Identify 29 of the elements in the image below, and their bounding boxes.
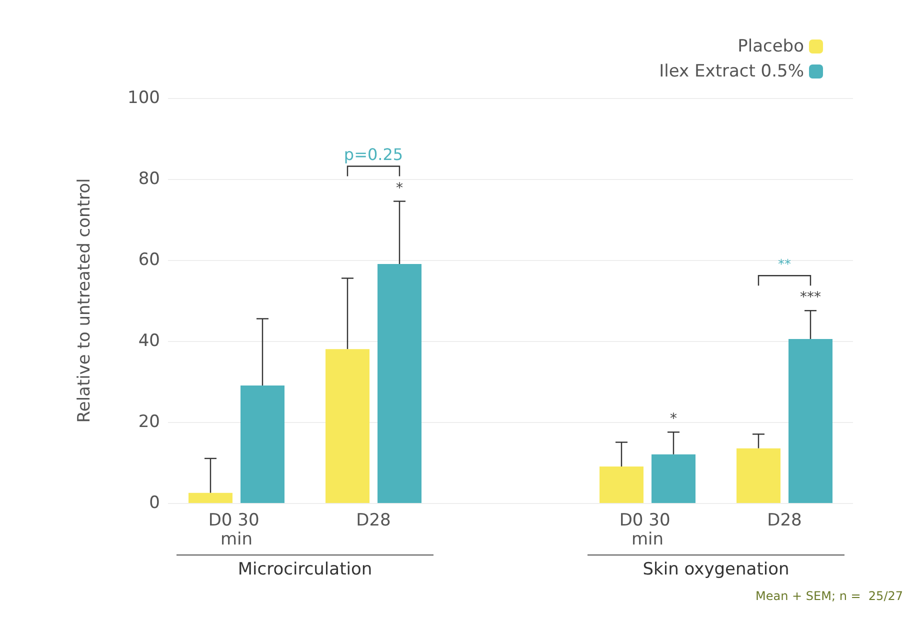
annotation: * <box>670 411 677 428</box>
bar <box>652 454 696 503</box>
y-axis-title: Relative to untreated control <box>74 178 94 423</box>
text: Mean + SEM; n = 25/27 <box>756 589 904 603</box>
y-tick-label: 40 <box>138 331 160 351</box>
x-tick-label: D28 <box>356 510 391 530</box>
bar <box>326 349 370 503</box>
bar <box>600 466 644 503</box>
annotation: ** <box>778 258 792 273</box>
y-tick-label: 0 <box>149 493 160 513</box>
bar <box>188 492 232 503</box>
x-tick-label: D0 30 min <box>208 510 265 550</box>
y-tick-label: 60 <box>138 250 160 270</box>
annotation: *** <box>800 290 821 306</box>
bar <box>736 448 780 503</box>
x-tick-label: D28 <box>767 510 802 530</box>
x-tick-label: D0 30 min <box>619 510 676 550</box>
text: Skin oxygenation <box>642 560 790 580</box>
legend-label: Placebo <box>738 36 804 56</box>
annotation: p=0.25 <box>344 144 404 164</box>
text: Microcirculation <box>238 560 372 580</box>
legend-label: Ilex Extract 0.5% <box>659 62 804 82</box>
y-tick-label: 80 <box>138 169 160 189</box>
y-tick-label: 100 <box>128 88 160 108</box>
bar <box>378 264 422 503</box>
bar <box>788 338 832 503</box>
bar <box>240 386 284 503</box>
y-tick-label: 20 <box>138 412 160 432</box>
annotation: * <box>396 180 403 196</box>
